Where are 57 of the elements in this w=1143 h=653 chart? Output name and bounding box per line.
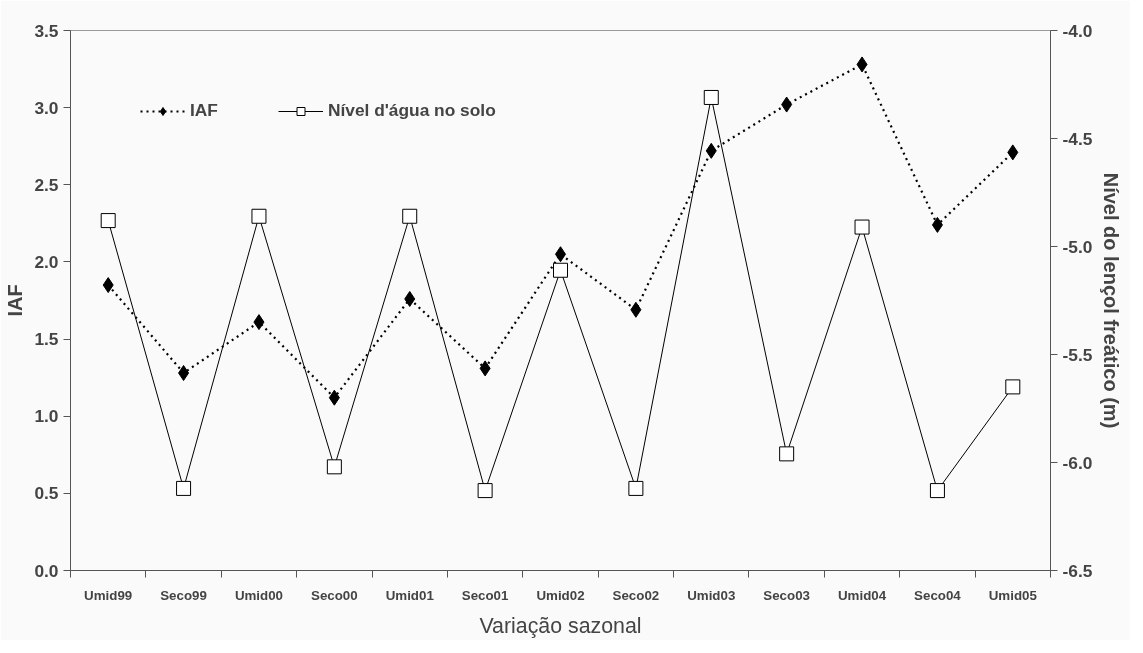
point <box>326 459 342 475</box>
y2-tick-label: -5.5 <box>1062 344 1093 365</box>
x-tick-label: Seco99 <box>160 587 207 603</box>
point <box>854 219 870 235</box>
point <box>479 360 491 377</box>
x-tick-label: Seco03 <box>763 587 810 603</box>
point <box>176 480 192 496</box>
point <box>100 213 116 229</box>
y-axis-title: IAF <box>4 284 27 317</box>
x-tick-label: Umid99 <box>84 587 133 603</box>
point <box>705 142 717 159</box>
y-tick-label: 3.0 <box>34 97 59 118</box>
point <box>1005 379 1021 395</box>
x-tick-label: Umid03 <box>687 587 736 603</box>
y-tick-label: 1.5 <box>34 329 59 350</box>
point <box>102 277 114 294</box>
y2-axis-title: Nível do lençol freático (m) <box>1100 172 1123 429</box>
point <box>931 216 943 233</box>
y2-tick-label: -6.5 <box>1062 560 1093 581</box>
point <box>630 301 642 318</box>
point <box>251 208 267 224</box>
point <box>253 314 265 331</box>
point <box>628 480 644 496</box>
x-tick-label: Seco00 <box>311 587 358 603</box>
y-tick-label: 2.5 <box>34 174 59 195</box>
point <box>856 56 868 73</box>
legend-label: Nível d'água no solo <box>327 100 496 121</box>
x-tick-label: Umid02 <box>536 587 585 603</box>
x-tick-label: Seco01 <box>461 587 510 603</box>
point <box>178 365 190 382</box>
x-tick-label: Seco02 <box>612 587 660 603</box>
point <box>404 290 416 307</box>
x-tick-label: Seco04 <box>914 587 962 603</box>
x-tick-label: Umid00 <box>234 587 284 603</box>
point <box>1007 144 1019 161</box>
point <box>779 446 795 462</box>
point <box>781 96 793 113</box>
point <box>553 262 568 278</box>
y2-tick-label: -4.5 <box>1062 128 1093 149</box>
y-tick-label: 0.0 <box>34 560 59 581</box>
y2-tick-label: -6.0 <box>1062 452 1093 473</box>
x-axis-title: Variação sazonal <box>479 613 642 638</box>
x-tick-label: Umid01 <box>385 587 435 603</box>
x-tick-label: Umid05 <box>988 587 1038 603</box>
y-tick-label: 2.0 <box>34 251 59 272</box>
point <box>477 483 493 499</box>
point <box>402 208 418 224</box>
legend-label: IAF <box>190 100 218 121</box>
point <box>328 389 340 406</box>
x-tick-label: Umid04 <box>837 587 887 603</box>
y-tick-label: 0.5 <box>34 483 59 504</box>
y-tick-label: 3.5 <box>34 20 59 41</box>
point <box>703 89 719 105</box>
point <box>929 483 945 499</box>
y2-tick-label: -5.0 <box>1062 236 1093 257</box>
y2-tick-label: -4.0 <box>1062 20 1093 41</box>
y-tick-label: 1.0 <box>34 406 59 427</box>
